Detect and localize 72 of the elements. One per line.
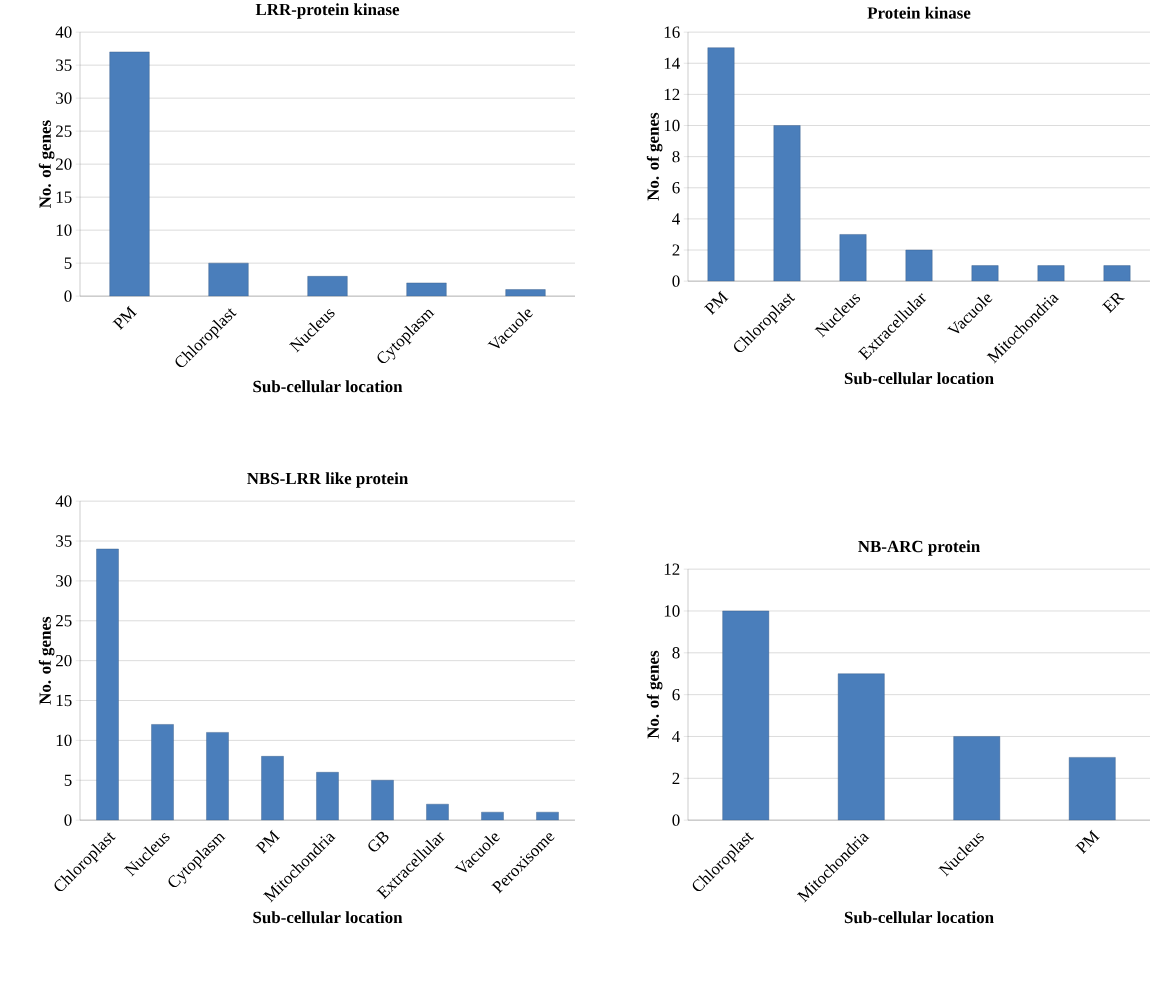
y-tick-label: 4: [672, 213, 680, 225]
y-tick-label: 0: [64, 814, 72, 826]
y-tick-label: 8: [672, 150, 680, 163]
y-tick-label: 0: [64, 290, 72, 302]
y-tick-label: 12: [664, 563, 680, 575]
y-tick-label: 2: [672, 244, 680, 256]
x-tick-label: PM: [112, 305, 137, 331]
y-tick-label: 40: [55, 26, 72, 38]
chart-title: Protein kinase: [867, 6, 971, 19]
chart-title: LRR-protein kinase: [255, 3, 400, 19]
y-tick-label: 15: [56, 694, 72, 707]
y-tick-label: 35: [56, 59, 72, 71]
bar: [707, 47, 735, 282]
bar: [1068, 757, 1116, 821]
bar: [261, 756, 284, 821]
bar: [96, 548, 119, 821]
y-tick-label: 2: [672, 772, 680, 784]
bar: [151, 724, 174, 821]
bar: [722, 610, 770, 821]
bar: [773, 125, 801, 282]
y-tick-label: 14: [664, 57, 680, 69]
y-tick-label: 20: [56, 654, 72, 667]
y-tick-label: 12: [664, 88, 680, 100]
bar: [953, 736, 1001, 821]
y-tick-label: 8: [672, 647, 680, 659]
y-tick-label: 10: [664, 605, 680, 617]
bar: [307, 276, 348, 297]
bar: [905, 249, 933, 282]
y-tick-label: 25: [56, 615, 72, 627]
chart-title: NBS-LRR like protein: [247, 472, 409, 488]
y-axis-title: No. of genes: [646, 650, 663, 739]
y-tick-label: 4: [672, 730, 680, 742]
bar: [839, 234, 867, 282]
x-axis-title: Sub-cellular location: [253, 911, 403, 924]
y-tick-label: 5: [64, 774, 72, 786]
bar: [505, 289, 546, 297]
bar: [1037, 265, 1065, 282]
x-axis-title: Sub-cellular location: [253, 380, 403, 393]
y-tick-label: 30: [56, 92, 72, 104]
y-axis-title: No. of genes: [38, 616, 55, 705]
y-tick-label: 6: [672, 182, 680, 194]
bar: [208, 262, 249, 297]
y-axis-title: No. of genes: [38, 120, 55, 208]
bar: [316, 772, 339, 821]
x-axis-title: Sub-cellular location: [844, 911, 994, 924]
y-tick-label: 25: [56, 125, 72, 137]
bar: [371, 780, 394, 821]
y-tick-label: 0: [672, 275, 680, 287]
y-tick-label: 6: [672, 688, 680, 701]
y-tick-label: 20: [56, 158, 72, 170]
y-tick-label: 30: [56, 575, 72, 587]
y-axis-title: No. of genes: [646, 112, 663, 201]
y-tick-label: 0: [672, 814, 680, 826]
y-tick-label: 5: [64, 257, 72, 269]
chart-title: NB-ARC protein: [858, 540, 980, 556]
x-axis-title: Sub-cellular location: [844, 372, 994, 385]
bar: [837, 673, 885, 821]
y-tick-label: 10: [56, 734, 72, 747]
y-tick-label: 10: [56, 224, 72, 236]
bar: [206, 732, 229, 821]
y-tick-label: 40: [55, 495, 72, 507]
y-tick-label: 16: [664, 26, 680, 38]
y-tick-label: 15: [56, 191, 72, 203]
x-tick-label: ER: [1102, 292, 1125, 314]
x-tick-label: PM: [704, 290, 729, 316]
bar: [1103, 265, 1131, 282]
x-tick-label: PM: [1075, 829, 1100, 855]
bar: [109, 51, 150, 297]
y-tick-label: 10: [664, 119, 680, 132]
y-tick-label: 35: [56, 535, 72, 547]
bar: [971, 265, 999, 282]
bar: [406, 282, 447, 297]
